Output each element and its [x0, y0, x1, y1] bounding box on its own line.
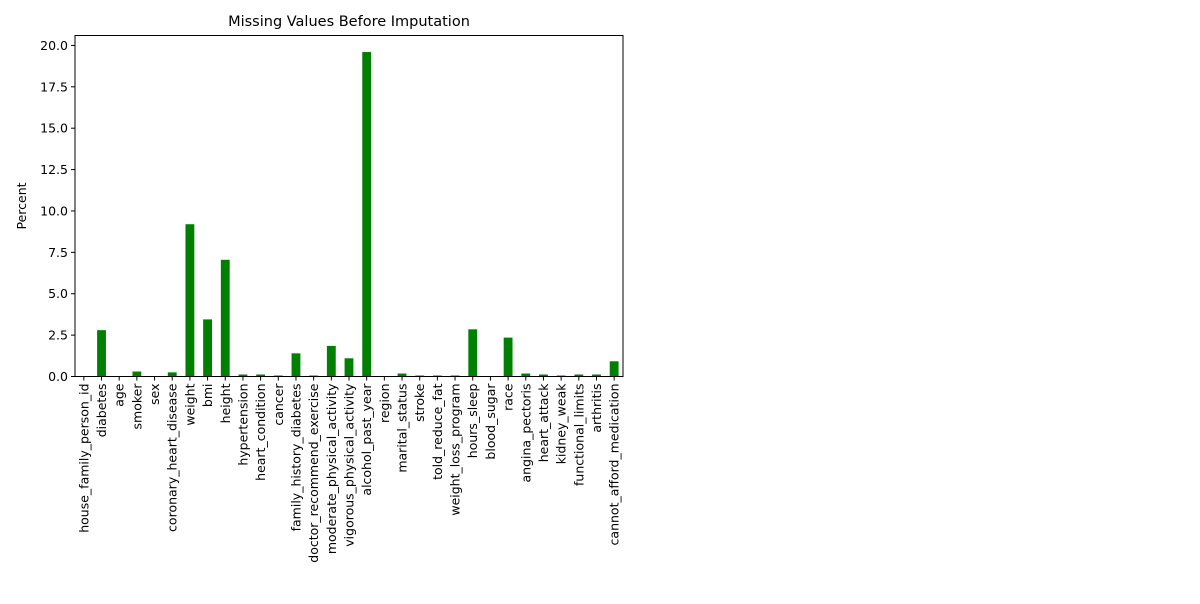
bar-functional_limits [574, 374, 584, 377]
x-tick-label: heart_condition [253, 384, 268, 481]
y-tick-label: 7.5 [48, 245, 68, 260]
x-tick-label: vigorous_physical_activity [342, 383, 357, 547]
y-tick-label: 5.0 [48, 286, 68, 301]
chart-title: Missing Values Before Imputation [228, 14, 470, 30]
x-tick-label: smoker [129, 383, 144, 430]
x-tick-label: arthritis [589, 384, 604, 433]
y-tick-label: 10.0 [40, 203, 68, 218]
bars-layer [97, 52, 619, 377]
bar-vigorous_physical_activity [344, 358, 354, 377]
x-tick-label: race [501, 383, 516, 411]
x-tick-label: functional_limits [571, 384, 586, 486]
plot-frame [74, 35, 624, 377]
x-tick-label: house_family_person_id [76, 384, 91, 533]
bar-diabetes [97, 330, 106, 377]
y-axis-label: Percent [14, 182, 29, 229]
bar-heart_attack [539, 374, 548, 377]
bar-cannot_afford_medication [609, 361, 619, 377]
x-tick-label: family_history_diabetes [288, 384, 303, 532]
y-tick-label: 12.5 [40, 162, 68, 177]
x-tick-label: coronary_heart_disease [165, 383, 180, 532]
y-tick-label: 17.5 [40, 79, 68, 94]
x-tick-label: angina_pectoris [518, 384, 533, 483]
bar-bmi [203, 319, 212, 377]
bar-height [220, 259, 230, 377]
bar-hours_sleep [468, 329, 478, 377]
x-tick-label: age [112, 383, 127, 407]
x-tick-label: alcohol_past_year [359, 383, 374, 496]
x-tick-label: weight_loss_program [448, 384, 463, 516]
bar-smoker [132, 371, 142, 377]
ticks-layer: house_family_person_id diabetes age smoker s… [40, 38, 622, 563]
x-tick-label: told_reduce_fat [430, 383, 445, 479]
x-tick-label: weight [182, 383, 197, 425]
x-tick-label: hours_sleep [465, 383, 480, 458]
bar-hypertension [238, 374, 248, 377]
y-tick-label: 2.5 [48, 328, 68, 343]
x-tick-label: stroke [412, 383, 427, 422]
x-tick-label: moderate_physical_activity [324, 383, 339, 554]
x-tick-label: hypertension [235, 384, 250, 466]
bar-angina_pectoris [521, 373, 531, 377]
x-tick-label: heart_attack [536, 383, 551, 463]
y-tick-label: 0.0 [48, 369, 68, 384]
bar-weight [185, 224, 195, 377]
x-tick-label: region [377, 384, 392, 424]
bar-alcohol_past_year [362, 52, 372, 377]
x-tick-label: diabetes [94, 384, 109, 438]
x-tick-label: height [218, 383, 233, 423]
bar-marital_status [397, 373, 407, 377]
bar-coronary_heart_disease [167, 372, 177, 377]
y-tick-label: 20.0 [40, 38, 68, 53]
x-tick-label: cancer [271, 383, 286, 426]
bar-heart_condition [256, 374, 266, 377]
x-tick-label: kidney_weak [554, 383, 569, 464]
x-tick-label: blood_sugar [483, 383, 498, 460]
bar-arthritis [592, 374, 601, 377]
bar-moderate_physical_activity [326, 345, 336, 377]
x-tick-label: doctor_recommend_exercise [306, 383, 321, 563]
bar-race [503, 337, 513, 377]
x-tick-label: marital_status [395, 384, 410, 473]
x-tick-label: bmi [200, 384, 215, 408]
x-tick-label: sex [147, 384, 162, 405]
bar-family_history_diabetes [291, 353, 301, 377]
y-tick-label: 15.0 [40, 121, 68, 136]
x-tick-label: cannot_afford_medication [607, 384, 622, 546]
